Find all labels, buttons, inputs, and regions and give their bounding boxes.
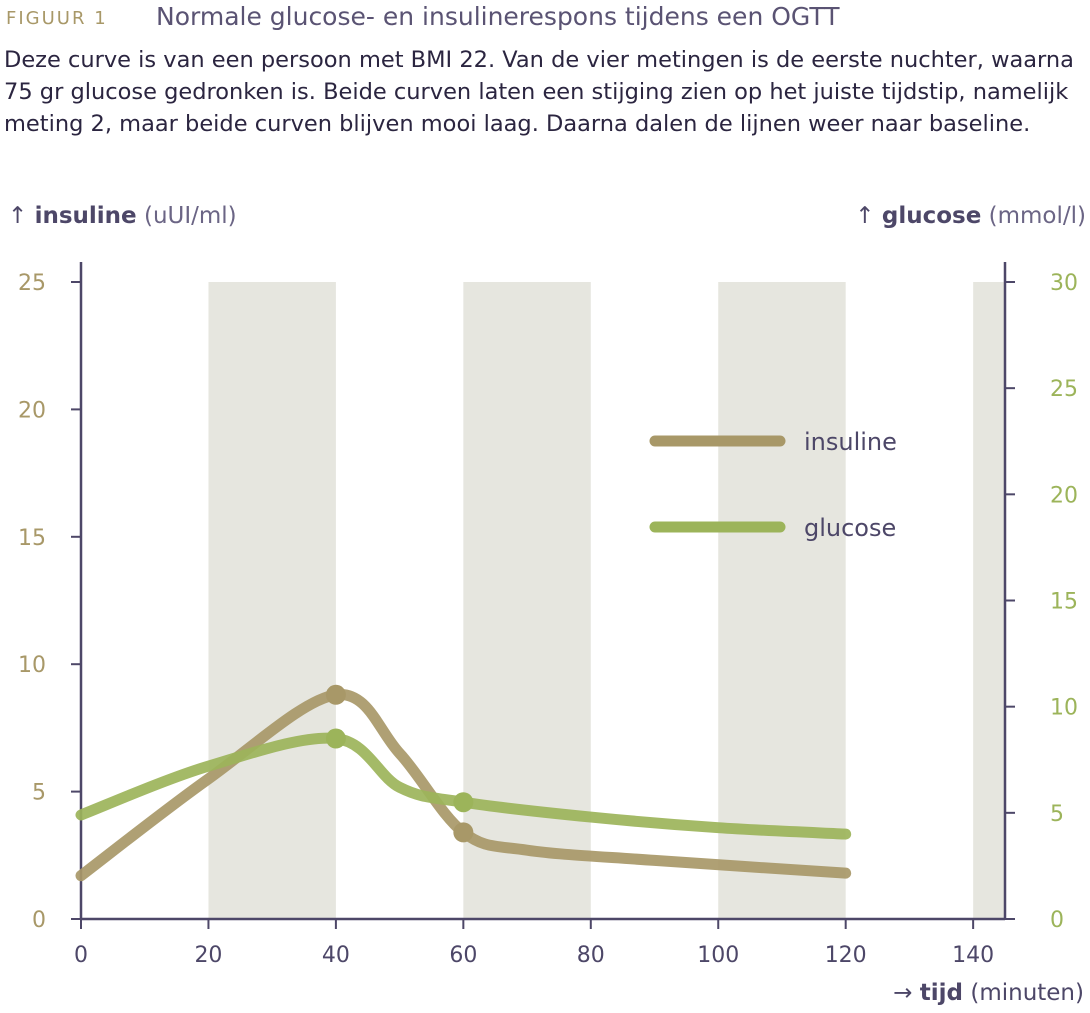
legend-label-insuline: insuline — [804, 428, 897, 456]
legend-label-glucose: glucose — [804, 514, 896, 542]
figure-title: Normale glucose- en insulinerespons tijd… — [156, 2, 840, 31]
x-axis-unit: (minuten) — [970, 980, 1084, 1006]
insuline-data-point — [453, 822, 474, 843]
glucose-series-line — [75, 732, 852, 840]
arrow-up-icon: ↑ — [855, 203, 875, 229]
glucose-data-point — [325, 728, 346, 749]
y-right-axis-label: glucose — [881, 203, 982, 229]
glucose-data-point — [453, 792, 474, 813]
shaded-band-3 — [973, 282, 1005, 919]
arrow-up-icon: ↑ — [8, 203, 28, 229]
y-left-axis-label: insuline — [34, 203, 137, 229]
figure-caption: Deze curve is van een persoon met BMI 22… — [4, 47, 1074, 137]
x-tick-label: 20 — [194, 943, 222, 968]
y-left-axis-unit: (uUI/ml) — [143, 203, 237, 229]
arrow-right-icon: → — [893, 980, 913, 1006]
x-tick-label: 80 — [577, 943, 605, 968]
y-right-tick-label: 15 — [1050, 590, 1078, 615]
x-axis-title: → tijd (minuten) — [893, 980, 1084, 1006]
shaded-band-0 — [208, 282, 336, 919]
shaded-band-2 — [718, 282, 846, 919]
figure-label: FIGUUR 1 — [6, 8, 108, 29]
insuline-data-point — [325, 684, 346, 705]
x-axis-label: tijd — [919, 980, 964, 1006]
y-right-axis-title: ↑ glucose (mmol/l) — [855, 203, 1086, 229]
y-right-tick-label: 0 — [1050, 908, 1064, 933]
y-right-tick-label: 10 — [1050, 696, 1078, 721]
x-tick-label: 100 — [697, 943, 739, 968]
x-tick-label: 40 — [322, 943, 350, 968]
y-right-tick-label: 5 — [1050, 802, 1064, 827]
insuline-series-line — [75, 689, 852, 882]
y-left-tick-label: 15 — [18, 526, 46, 551]
y-right-tick-label: 20 — [1050, 483, 1078, 508]
y-right-tick-label: 25 — [1050, 377, 1078, 402]
x-tick-label: 60 — [449, 943, 477, 968]
x-tick-label: 140 — [952, 943, 994, 968]
y-left-tick-label: 0 — [32, 908, 46, 933]
x-tick-label: 0 — [74, 943, 88, 968]
y-left-tick-label: 10 — [18, 653, 46, 678]
y-left-tick-label: 25 — [18, 271, 46, 296]
y-right-axis-unit: (mmol/l) — [988, 203, 1086, 229]
y-left-tick-label: 5 — [32, 781, 46, 806]
y-left-tick-label: 20 — [18, 398, 46, 423]
x-tick-label: 120 — [825, 943, 867, 968]
y-right-tick-label: 30 — [1050, 271, 1078, 296]
y-left-axis-title: ↑ insuline (uUI/ml) — [8, 203, 237, 229]
shaded-band-1 — [463, 282, 591, 919]
